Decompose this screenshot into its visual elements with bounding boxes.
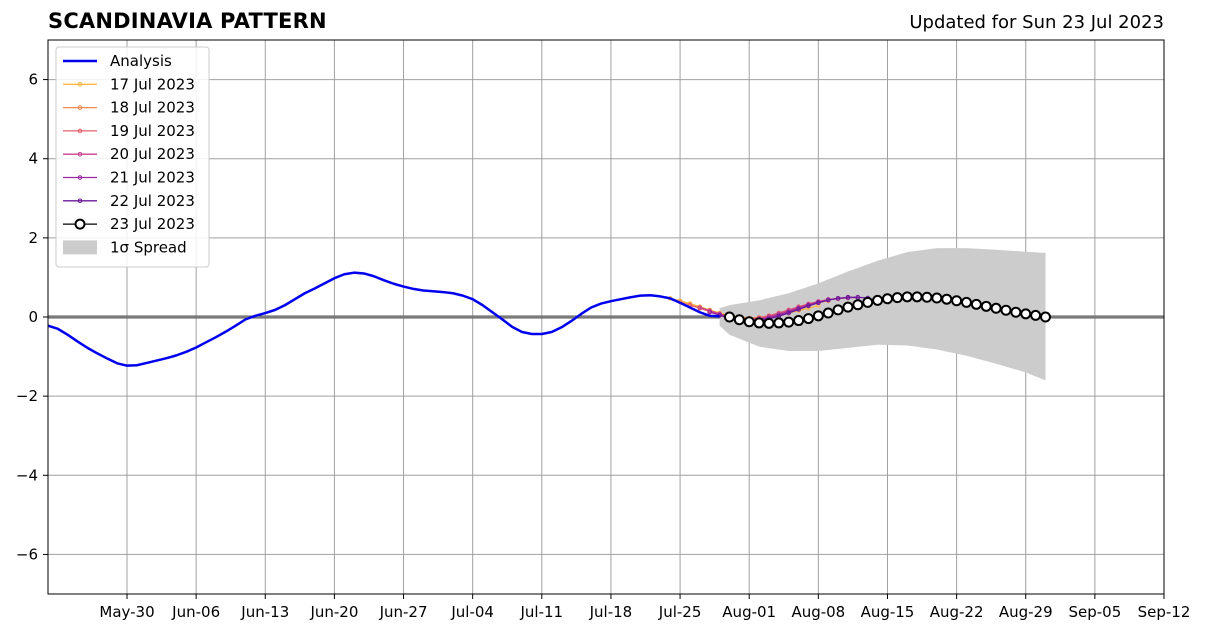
y-tick-label: −6 bbox=[16, 545, 38, 563]
x-tick-label: Jun-20 bbox=[309, 603, 358, 621]
forecast-point-latest bbox=[832, 304, 844, 316]
legend-label: 1σ Spread bbox=[110, 238, 187, 256]
legend-label: 18 Jul 2023 bbox=[110, 99, 195, 117]
forecast-point-latest bbox=[911, 291, 923, 303]
legend-label: 21 Jul 2023 bbox=[110, 169, 195, 187]
spread-layer bbox=[719, 248, 1046, 381]
forecast-point-latest bbox=[941, 293, 953, 305]
forecast-point-latest bbox=[852, 299, 864, 311]
forecast-point bbox=[845, 294, 851, 300]
y-tick-label: −2 bbox=[16, 387, 38, 405]
legend-marker bbox=[74, 218, 86, 230]
legend-label: Analysis bbox=[110, 52, 172, 70]
legend-marker bbox=[77, 105, 83, 110]
forecast-point-latest bbox=[970, 298, 982, 310]
legend-label: 20 Jul 2023 bbox=[110, 145, 195, 163]
forecast-point-latest bbox=[990, 302, 1002, 314]
forecast-point-latest bbox=[783, 316, 795, 328]
forecast-point bbox=[796, 307, 801, 312]
forecast-point-latest bbox=[812, 310, 824, 322]
series-layer bbox=[47, 271, 1051, 367]
legend-box bbox=[55, 46, 210, 268]
x-tick-label: Aug-01 bbox=[722, 603, 776, 621]
forecast-point-latest bbox=[901, 291, 913, 303]
spread-band bbox=[719, 248, 1046, 381]
legend-marker bbox=[77, 82, 83, 87]
forecast-point-latest bbox=[842, 301, 854, 313]
forecast-point-latest bbox=[980, 300, 992, 312]
forecast-point bbox=[786, 310, 792, 316]
forecast-point-latest bbox=[1020, 308, 1032, 320]
forecast-point-latest bbox=[753, 317, 765, 329]
x-tick-label: Sep-05 bbox=[1068, 603, 1121, 621]
forecast-point-latest bbox=[931, 292, 943, 304]
forecast-point-latest bbox=[763, 317, 775, 329]
forecast-point-latest bbox=[773, 317, 785, 329]
forecast-point-latest bbox=[822, 307, 834, 319]
x-tick-label: Aug-15 bbox=[861, 603, 915, 621]
legend-marker bbox=[77, 128, 83, 134]
forecast-point-latest bbox=[1030, 309, 1042, 321]
legend-label: 19 Jul 2023 bbox=[110, 122, 195, 140]
legend-handle-spread bbox=[63, 240, 97, 255]
x-tick-label: Jul-25 bbox=[658, 603, 702, 621]
forecast-point-latest bbox=[743, 316, 755, 328]
forecast-point-latest bbox=[881, 293, 893, 305]
forecast-point bbox=[835, 296, 841, 301]
x-tick-label: Aug-22 bbox=[930, 603, 984, 621]
forecast-point bbox=[806, 303, 811, 309]
forecast-point-latest bbox=[1039, 311, 1051, 323]
forecast-point-latest bbox=[1000, 304, 1012, 316]
analysis-line bbox=[47, 271, 720, 367]
forecast-point-latest bbox=[951, 295, 963, 307]
legend-label: 22 Jul 2023 bbox=[110, 192, 195, 210]
y-tick-label: −4 bbox=[16, 466, 38, 484]
x-tick-label: Jul-04 bbox=[450, 603, 494, 621]
forecast-point-latest bbox=[872, 294, 884, 306]
legend: Analysis 17 Jul 2023 18 Jul 2023 19 Jul 202… bbox=[55, 46, 210, 268]
forecast-point bbox=[697, 305, 703, 310]
forecast-point-latest bbox=[723, 311, 735, 323]
forecast-point-latest bbox=[862, 296, 874, 308]
y-tick-label: 2 bbox=[28, 229, 38, 247]
forecast-point bbox=[707, 309, 712, 315]
legend-marker bbox=[77, 198, 83, 204]
legend-marker bbox=[77, 175, 83, 180]
x-tick-label: Aug-08 bbox=[791, 603, 845, 621]
y-tick-label: 4 bbox=[28, 150, 38, 168]
forecast-point-latest bbox=[921, 291, 933, 303]
x-tick-label: Jul-18 bbox=[589, 603, 633, 621]
x-tick-label: Jun-13 bbox=[240, 603, 289, 621]
legend-label: 17 Jul 2023 bbox=[110, 75, 195, 93]
x-tick-label: May-30 bbox=[99, 603, 154, 621]
y-tick-label: 0 bbox=[28, 308, 38, 326]
forecast-point bbox=[855, 294, 861, 300]
forecast-point-latest bbox=[793, 315, 805, 327]
updated-date: Updated for Sun 23 Jul 2023 bbox=[909, 12, 1164, 33]
forecast-point bbox=[825, 297, 831, 303]
x-tick-label: Jun-27 bbox=[379, 603, 428, 621]
x-tick-label: Aug-29 bbox=[999, 603, 1053, 621]
chart-title: SCANDINAVIA PATTERN bbox=[48, 9, 327, 33]
y-tick-label: 6 bbox=[28, 71, 38, 89]
forecast-point-latest bbox=[1010, 306, 1022, 318]
forecast-point-latest bbox=[733, 314, 745, 326]
forecast-point bbox=[816, 300, 821, 306]
legend-marker bbox=[77, 151, 83, 157]
plot-frame bbox=[47, 39, 1165, 595]
x-tick-label: Sep-12 bbox=[1138, 603, 1191, 621]
legend-label: 23 Jul 2023 bbox=[110, 215, 195, 233]
forecast-point-latest bbox=[891, 292, 903, 304]
x-tick-label: Jun-06 bbox=[171, 603, 220, 621]
forecast-point-latest bbox=[960, 296, 972, 308]
x-tick-label: Jul-11 bbox=[520, 603, 564, 621]
axes-layer: May-30 Jun-06 Jun-13 Jun-20 Jun-27 Jul-04 Jul-… bbox=[16, 39, 1191, 621]
forecast-point-latest bbox=[802, 313, 814, 325]
